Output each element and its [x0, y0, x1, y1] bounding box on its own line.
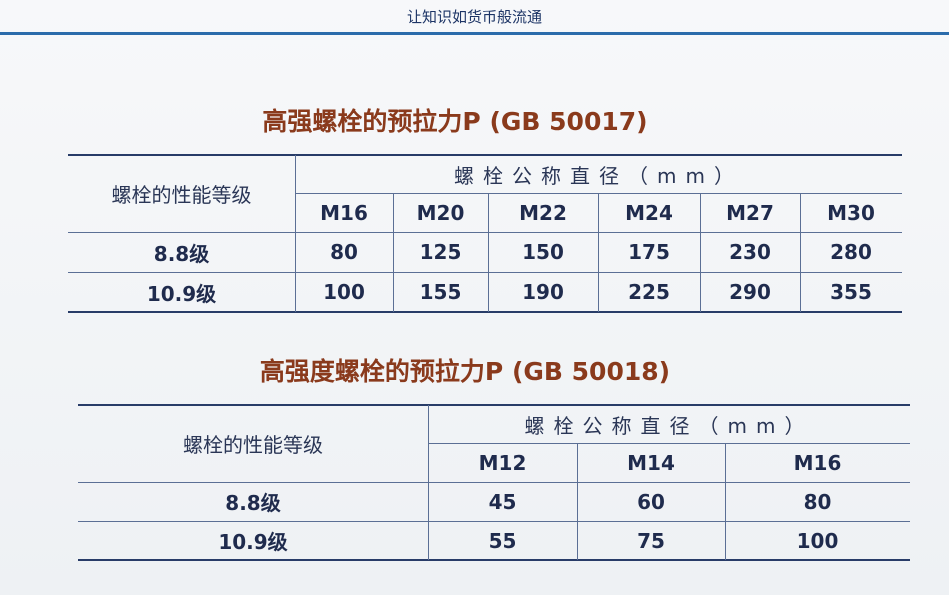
grade-header: 螺栓的性能等级	[183, 433, 323, 457]
grade: 8.8级	[153, 241, 210, 266]
grade-header: 螺栓的性能等级	[111, 183, 252, 207]
preload-value: 100	[323, 280, 365, 304]
table-rule	[295, 155, 296, 312]
table-rule	[428, 405, 429, 560]
preload-value: 190	[522, 280, 564, 304]
diameter: M16	[320, 200, 368, 225]
table-rule	[78, 559, 910, 561]
table-rule	[428, 443, 910, 444]
preload-value: 45	[488, 489, 517, 514]
table-rule	[598, 193, 599, 312]
preload-value: 155	[419, 280, 462, 304]
diameter: M14	[627, 450, 675, 475]
diameter: M16	[793, 450, 842, 475]
table-rule	[78, 521, 910, 522]
preload-value: 55	[488, 528, 517, 553]
grade: 10.9级	[146, 281, 217, 306]
diameter: M12	[478, 450, 527, 475]
grade: 10.9级	[218, 530, 288, 554]
diameter: M30	[827, 200, 875, 225]
table-rule	[68, 232, 902, 233]
preload-value: 230	[729, 240, 771, 264]
preload-value: 60	[637, 489, 665, 514]
preload-value: 125	[419, 240, 462, 264]
table-rule	[78, 404, 910, 406]
preload-value: 225	[628, 280, 670, 304]
table-rule	[577, 443, 578, 560]
table-rule	[725, 443, 726, 560]
diameter-header: 螺栓公称直径（mm）	[454, 163, 743, 188]
table-title: 高强螺栓的预拉力P (GB 50017)	[262, 107, 648, 136]
preload-value: 355	[830, 280, 872, 304]
preload-value: 75	[637, 528, 665, 553]
table-rule	[488, 193, 489, 312]
preload-value: 280	[830, 240, 872, 264]
diameter-header: 螺栓公称直径（mm）	[524, 413, 814, 438]
diameter: M22	[519, 200, 567, 225]
table-rule	[78, 482, 910, 483]
diameter: M20	[416, 200, 465, 225]
preload-value: 175	[628, 240, 670, 264]
grade: 8.8级	[225, 491, 281, 515]
table-title: 高强度螺栓的预拉力P (GB 50018)	[259, 357, 671, 386]
preload-value: 80	[803, 489, 832, 514]
preload-value: 150	[522, 240, 564, 264]
table-rule	[700, 193, 701, 312]
table-rule	[800, 193, 801, 312]
preload-value: 100	[796, 528, 839, 553]
table-rule	[68, 272, 902, 273]
preload-value: 80	[330, 240, 358, 264]
table-rule	[68, 311, 902, 313]
diameter: M27	[726, 200, 774, 225]
preload-value: 290	[729, 280, 771, 304]
slogan: 让知识如货币般流通	[406, 8, 542, 26]
table-rule	[68, 154, 902, 156]
diameter: M24	[625, 200, 673, 225]
table-rule	[393, 193, 394, 312]
header-rule	[0, 32, 949, 35]
